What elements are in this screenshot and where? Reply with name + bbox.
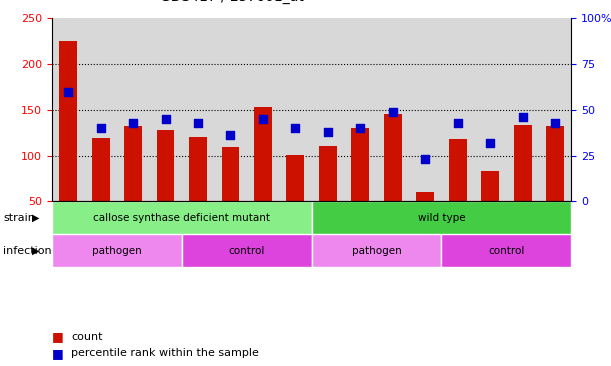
Text: pathogen: pathogen (92, 246, 142, 256)
Point (193, 120, 203, 126)
Bar (182, 18, 214, 201)
Bar (442, 18, 474, 201)
Bar (312, 234, 442, 267)
Bar (287, 154, 304, 201)
Bar (182, 234, 312, 267)
Bar (52, 234, 182, 267)
Text: count: count (71, 332, 103, 342)
Text: pathogen: pathogen (352, 246, 401, 256)
Text: percentile rank within the sample: percentile rank within the sample (71, 348, 259, 358)
Point (453, 120, 463, 126)
Point (128, 120, 138, 126)
Text: ▶: ▶ (32, 246, 39, 256)
Point (420, 156, 430, 162)
Bar (448, 139, 467, 201)
Text: ■: ■ (52, 347, 64, 360)
Bar (539, 18, 571, 201)
Point (518, 114, 527, 120)
Bar (507, 18, 539, 201)
Text: strain: strain (3, 213, 35, 223)
Bar (279, 18, 312, 201)
Bar (351, 128, 369, 201)
Point (323, 129, 333, 135)
Point (161, 116, 170, 122)
Point (225, 132, 235, 138)
Bar (319, 146, 337, 201)
Bar (546, 126, 564, 201)
Bar (52, 18, 84, 201)
Point (96, 125, 106, 131)
Bar (416, 192, 434, 201)
Bar (481, 171, 499, 201)
Text: ▶: ▶ (32, 213, 39, 223)
Text: ■: ■ (52, 330, 64, 343)
Bar (312, 201, 571, 234)
Bar (59, 41, 77, 201)
Bar (124, 126, 142, 201)
Bar (409, 18, 442, 201)
Bar (312, 18, 344, 201)
Text: control: control (488, 246, 525, 256)
Point (356, 125, 365, 131)
Bar (117, 18, 149, 201)
Bar (84, 18, 117, 201)
Point (388, 109, 398, 115)
Bar (474, 18, 507, 201)
Bar (214, 18, 247, 201)
Bar (376, 18, 409, 201)
Text: control: control (229, 246, 265, 256)
Bar (92, 138, 109, 201)
Text: GDS417 / 257601_at: GDS417 / 257601_at (160, 0, 304, 4)
Point (258, 116, 268, 122)
Bar (52, 201, 312, 234)
Bar (149, 18, 182, 201)
Bar (442, 234, 571, 267)
Bar (189, 137, 207, 201)
Point (550, 120, 560, 126)
Text: wild type: wild type (418, 213, 465, 223)
Text: infection: infection (3, 246, 52, 256)
Bar (514, 125, 532, 201)
Point (64, 89, 73, 94)
Bar (254, 107, 272, 201)
Bar (156, 130, 175, 201)
Bar (344, 18, 376, 201)
Bar (384, 114, 401, 201)
Point (290, 125, 300, 131)
Bar (222, 147, 240, 201)
Point (485, 140, 495, 146)
Bar (247, 18, 279, 201)
Text: callose synthase deficient mutant: callose synthase deficient mutant (93, 213, 270, 223)
